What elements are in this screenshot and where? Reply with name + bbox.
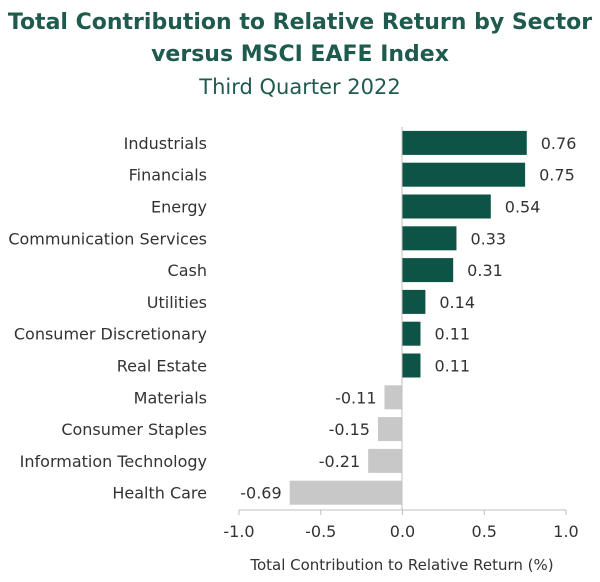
category-label: Utilities: [147, 293, 207, 312]
category-label: Energy: [151, 198, 207, 217]
category-label: Financials: [129, 166, 207, 185]
data-label: 0.54: [505, 198, 541, 217]
chart-subtitle: Third Quarter 2022: [199, 75, 401, 99]
category-label: Real Estate: [117, 357, 207, 376]
data-label: 0.14: [439, 293, 475, 312]
data-label: -0.11: [335, 388, 376, 407]
data-label: 0.31: [467, 261, 503, 280]
category-label: Health Care: [112, 484, 207, 503]
category-label: Communication Services: [8, 229, 207, 248]
x-tick-label: -0.5: [305, 522, 336, 541]
x-tick-label: 0.5: [472, 522, 497, 541]
bar-financials: [402, 162, 526, 187]
bar-energy: [402, 194, 491, 219]
bar-utilities: [402, 289, 426, 314]
bar-cash: [402, 258, 454, 283]
data-label: 0.11: [434, 357, 470, 376]
data-label: 0.76: [541, 134, 577, 153]
category-label: Cash: [168, 261, 207, 280]
bar-real-estate: [402, 353, 421, 378]
x-tick-label: -1.0: [223, 522, 254, 541]
data-label: 0.33: [470, 229, 506, 248]
chart-title-line-2: versus MSCI EAFE Index: [151, 42, 449, 67]
data-label: -0.21: [319, 452, 360, 471]
category-label: Information Technology: [20, 452, 207, 471]
bar-consumer-discretionary: [402, 321, 421, 346]
data-label: -0.15: [329, 420, 370, 439]
category-label: Materials: [134, 388, 207, 407]
bar-industrials: [402, 130, 527, 155]
bar-communication-services: [402, 226, 457, 251]
bar-consumer-staples: [377, 417, 403, 442]
category-label: Consumer Discretionary: [14, 325, 207, 344]
bar-information-technology: [368, 448, 403, 473]
x-axis-title: Total Contribution to Relative Return (%…: [249, 556, 553, 574]
bar-health-care: [289, 480, 403, 505]
chart-title-line-1: Total Contribution to Relative Return by…: [7, 10, 593, 35]
data-label: 0.75: [539, 166, 575, 185]
category-label: Industrials: [124, 134, 207, 153]
x-tick-label: 1.0: [553, 522, 578, 541]
x-tick-label: 0.0: [390, 522, 415, 541]
data-label: 0.11: [434, 325, 470, 344]
category-label: Consumer Staples: [61, 420, 207, 439]
data-label: -0.69: [240, 484, 281, 503]
bar-materials: [384, 385, 403, 410]
